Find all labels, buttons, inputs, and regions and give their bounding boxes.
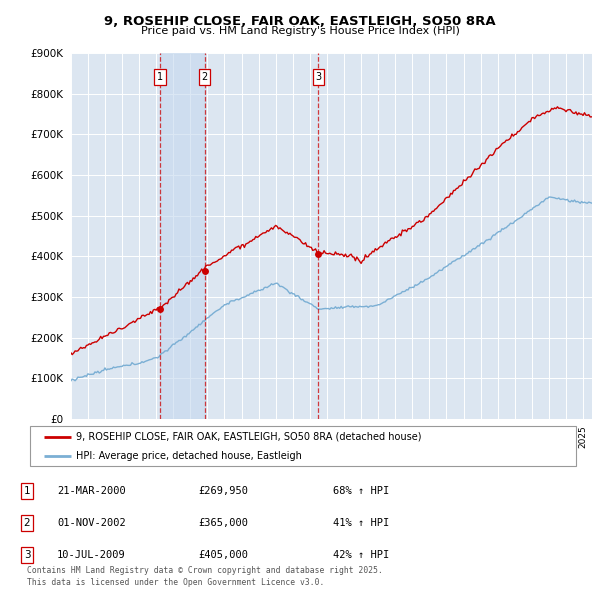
Text: £269,950: £269,950 bbox=[198, 486, 248, 496]
Text: £405,000: £405,000 bbox=[198, 550, 248, 560]
Text: HPI: Average price, detached house, Eastleigh: HPI: Average price, detached house, East… bbox=[76, 451, 302, 461]
Text: 10-JUL-2009: 10-JUL-2009 bbox=[57, 550, 126, 560]
Text: 21-MAR-2000: 21-MAR-2000 bbox=[57, 486, 126, 496]
Text: 2: 2 bbox=[202, 72, 208, 82]
Text: Contains HM Land Registry data © Crown copyright and database right 2025.
This d: Contains HM Land Registry data © Crown c… bbox=[27, 566, 383, 587]
Text: 41% ↑ HPI: 41% ↑ HPI bbox=[333, 519, 389, 528]
Text: 42% ↑ HPI: 42% ↑ HPI bbox=[333, 550, 389, 560]
Text: 9, ROSEHIP CLOSE, FAIR OAK, EASTLEIGH, SO50 8RA (detached house): 9, ROSEHIP CLOSE, FAIR OAK, EASTLEIGH, S… bbox=[76, 432, 422, 442]
Text: 9, ROSEHIP CLOSE, FAIR OAK, EASTLEIGH, SO50 8RA: 9, ROSEHIP CLOSE, FAIR OAK, EASTLEIGH, S… bbox=[104, 15, 496, 28]
Text: Price paid vs. HM Land Registry's House Price Index (HPI): Price paid vs. HM Land Registry's House … bbox=[140, 26, 460, 36]
Text: 3: 3 bbox=[23, 550, 31, 560]
FancyBboxPatch shape bbox=[30, 426, 576, 466]
Text: 68% ↑ HPI: 68% ↑ HPI bbox=[333, 486, 389, 496]
Text: 1: 1 bbox=[23, 486, 31, 496]
Text: 3: 3 bbox=[316, 72, 322, 82]
Text: 01-NOV-2002: 01-NOV-2002 bbox=[57, 519, 126, 528]
Bar bbox=[160, 53, 205, 419]
Text: 1: 1 bbox=[157, 72, 163, 82]
Text: 2: 2 bbox=[23, 519, 31, 528]
Text: £365,000: £365,000 bbox=[198, 519, 248, 528]
